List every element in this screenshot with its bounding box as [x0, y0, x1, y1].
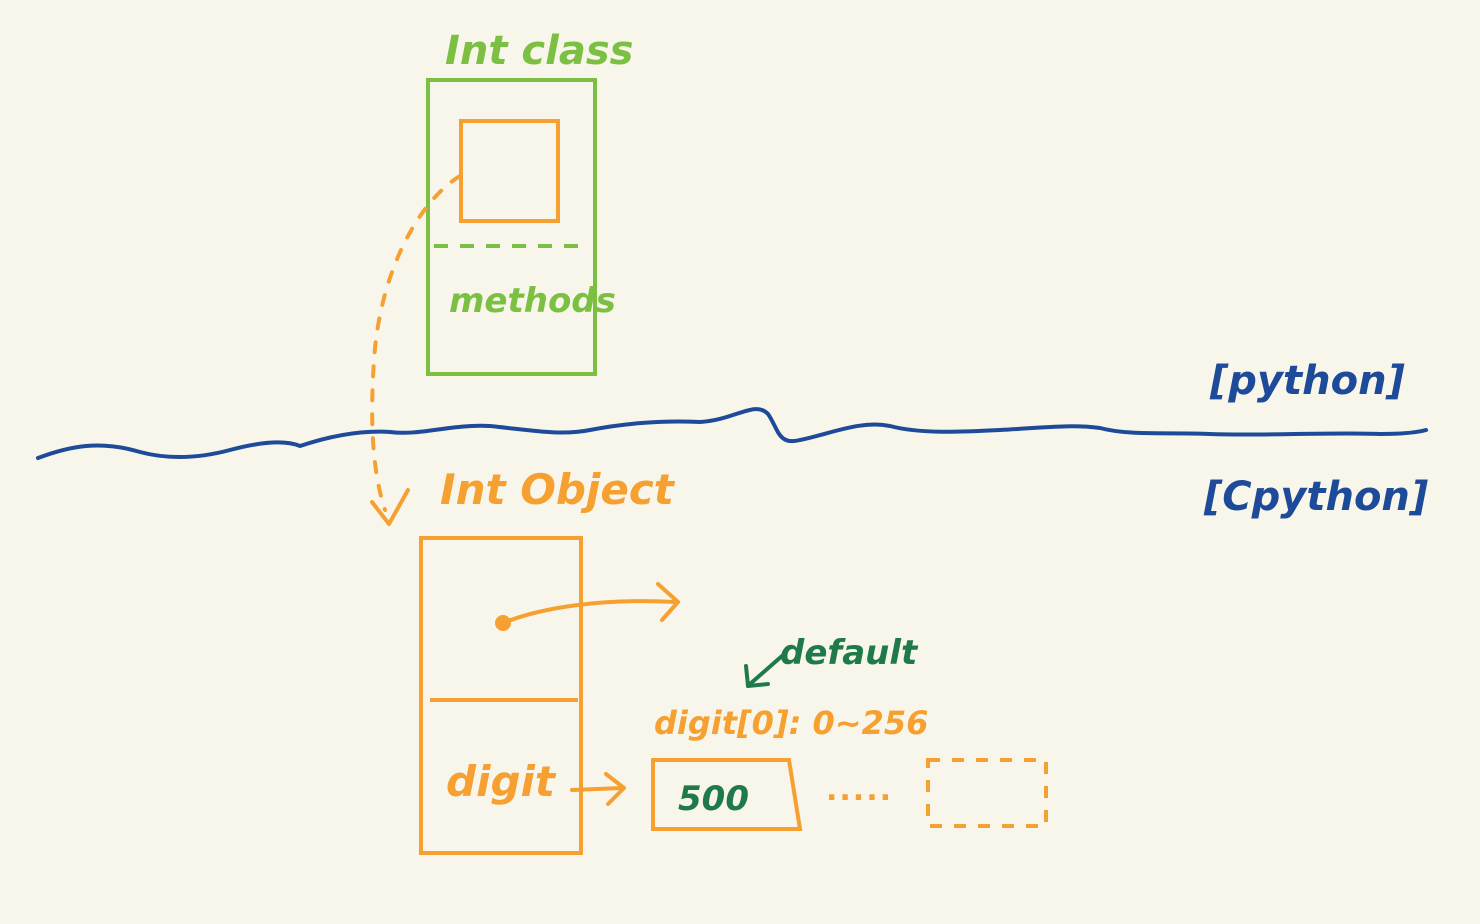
int-object-title: Int Object	[440, 465, 676, 514]
digit-cell-next	[926, 758, 1048, 828]
default-note: default	[780, 633, 919, 673]
layer-boundary: [python] [Cpython]	[36, 358, 1428, 520]
type-pointer-arrow	[501, 599, 678, 625]
type-reference-curve	[370, 174, 462, 512]
digit-range-label: digit[0]: 0~256	[654, 704, 928, 742]
digit-arrowhead	[604, 772, 626, 806]
int-object-group: Int Object digit	[419, 465, 680, 855]
digit-cell-value: 500	[678, 779, 749, 819]
default-note-arrow	[748, 654, 784, 686]
int-class-title: Int class	[445, 28, 633, 74]
digit-arrow	[570, 786, 624, 792]
type-reference-arrow	[370, 174, 462, 526]
digit-array-group: default digit[0]: 0~256 500 .....	[651, 633, 1048, 831]
python-layer-label: [python]	[1209, 358, 1405, 404]
int-class-group: Int class methods	[426, 28, 633, 376]
type-pointer-arrowhead	[656, 582, 680, 622]
int-object-box	[419, 536, 583, 855]
default-note-arrowhead	[744, 664, 770, 688]
digit-cell-0	[651, 758, 803, 831]
type-reference-arrowhead	[370, 488, 410, 526]
int-class-box	[426, 78, 597, 376]
array-ellipsis: .....	[826, 773, 893, 808]
boundary-line	[36, 407, 1428, 460]
digit-label: digit	[446, 757, 557, 806]
methods-label: methods	[449, 281, 616, 321]
class-type-slot	[459, 119, 560, 223]
cpython-layer-label: [Cpython]	[1203, 474, 1428, 520]
